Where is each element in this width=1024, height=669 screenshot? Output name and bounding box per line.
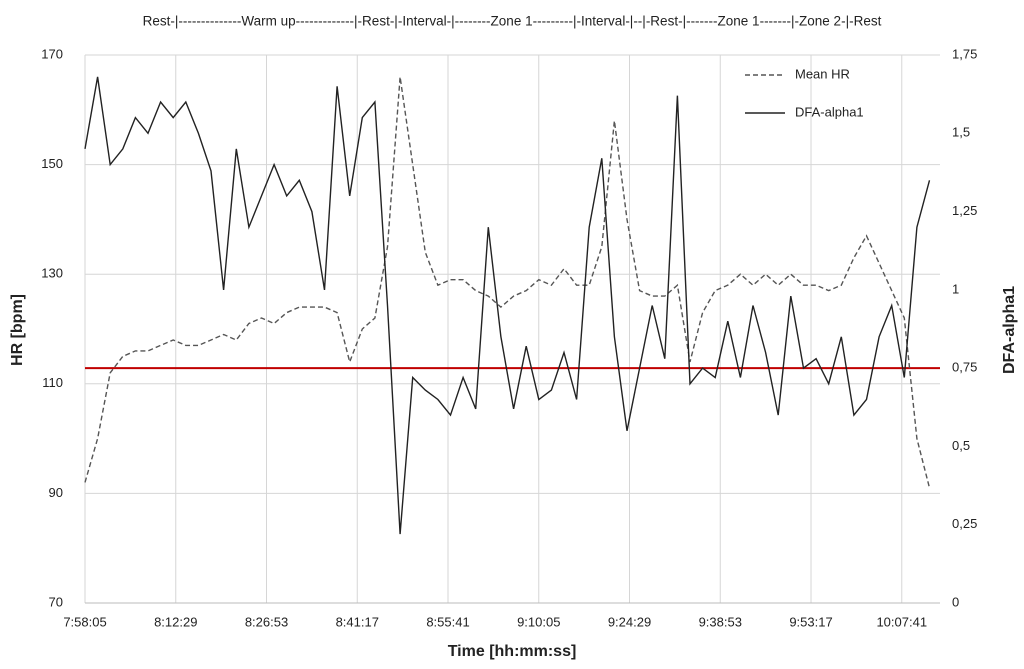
x-tick-label: 8:41:17 [336,614,379,629]
y-tick-label: 130 [41,266,63,281]
y-tick-label: 170 [41,46,63,61]
y-tick-label: 110 [42,375,63,390]
x-tick-label: 8:12:29 [154,614,197,629]
y2-tick-label: 0 [952,594,959,609]
series-line [84,76,931,489]
y2-tick-label: 0,25 [952,516,977,531]
y2-tick-label: 1,5 [952,125,970,140]
x-tick-label: 9:10:05 [517,614,560,629]
y2-tick-label: 0,5 [952,438,970,453]
y2-tick-label: 1,75 [952,46,977,61]
x-axis-label: Time [hh:mm:ss] [448,643,577,660]
x-tick-label: 8:55:41 [426,614,469,629]
y-tick-label: 90 [49,485,63,500]
series-line [84,76,931,535]
y-axis-label: HR [bpm] [9,294,26,366]
x-tick-label: 7:58:05 [63,614,106,629]
x-tick-label: 9:53:17 [789,614,832,629]
y-tick-label: 70 [49,594,63,609]
legend-label: DFA-alpha1 [795,104,864,119]
x-tick-label: 9:24:29 [608,614,651,629]
y2-tick-label: 1 [952,281,959,296]
y2-tick-label: 1,25 [952,203,977,218]
y2-axis-label: DFA-alpha1 [1001,286,1018,374]
x-tick-label: 10:07:41 [876,614,927,629]
x-tick-label: 9:38:53 [699,614,742,629]
x-tick-label: 8:26:53 [245,614,288,629]
y-tick-label: 150 [41,156,63,171]
y2-tick-label: 0,75 [952,360,977,375]
phase-annotation: Rest-|--------------Warm up-------------… [143,14,882,29]
legend-label: Mean HR [795,66,850,81]
